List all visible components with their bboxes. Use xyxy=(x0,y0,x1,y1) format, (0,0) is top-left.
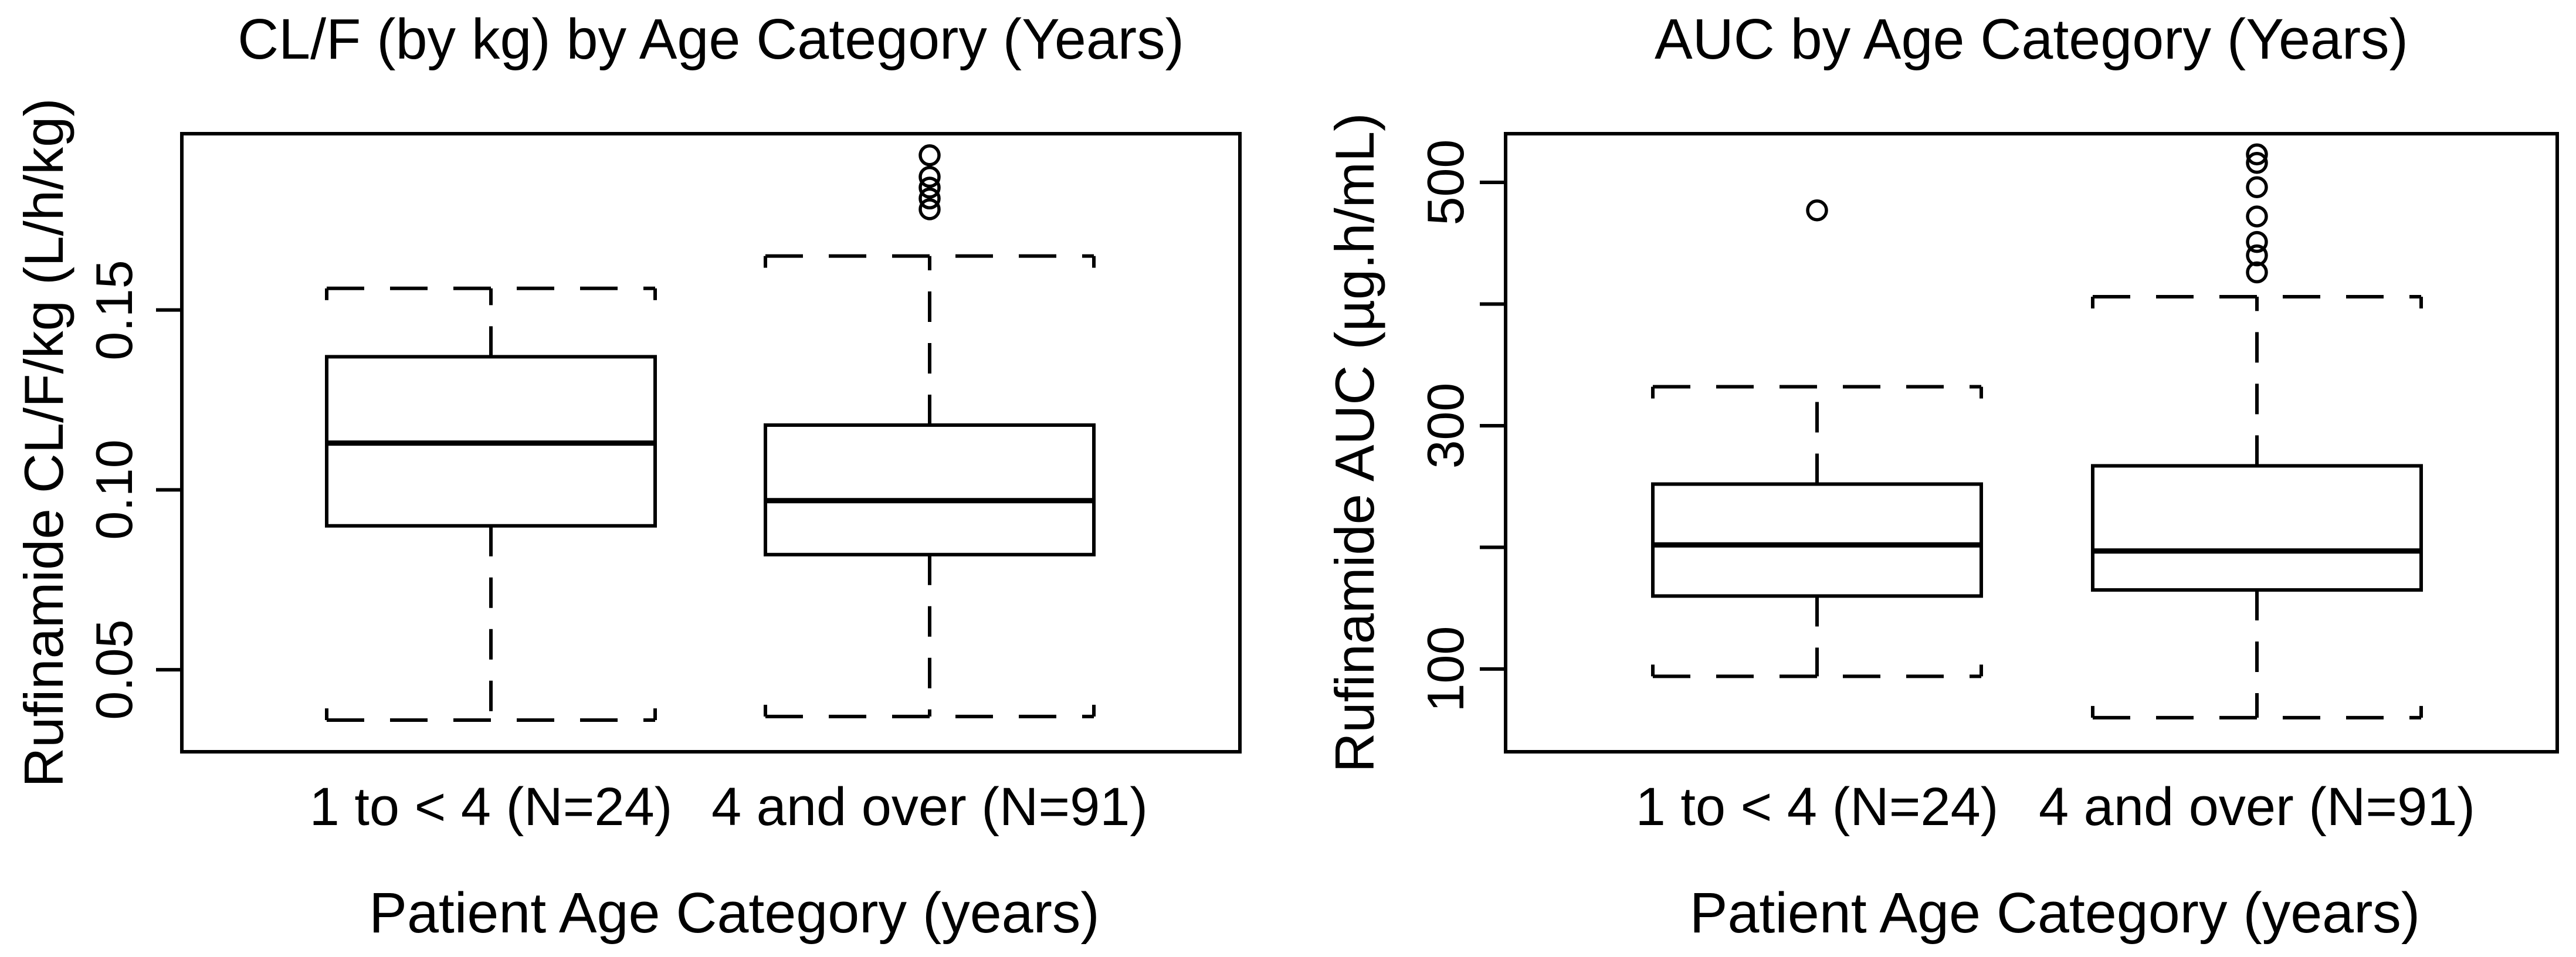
outlier-point xyxy=(2246,261,2268,284)
auc-plot-frame xyxy=(1504,132,2559,754)
outlier-point xyxy=(918,198,941,220)
outlier-point xyxy=(2246,176,2268,199)
outlier-point xyxy=(1806,199,1828,222)
auc-box-2 xyxy=(2091,143,2423,720)
clf-box-2 xyxy=(764,144,1096,718)
outlier-point xyxy=(918,144,941,167)
clf-plot-frame xyxy=(180,132,1242,754)
iqr-box xyxy=(2091,464,2423,592)
auc-category-label-2: 4 and over (N=91) xyxy=(2038,777,2476,837)
outlier-point xyxy=(918,187,941,210)
auc-ytick-label: 500 xyxy=(1416,139,1475,226)
auc-plot xyxy=(1480,132,2559,754)
auc-ytick-label: 300 xyxy=(1416,382,1475,469)
clf-chart-title: CL/F (by kg) by Age Category (Years) xyxy=(238,7,1184,71)
clf-plot xyxy=(156,132,1242,754)
outlier-point xyxy=(918,177,941,199)
outlier-point xyxy=(2246,143,2268,166)
auc-ytick-label: 100 xyxy=(1416,626,1475,712)
clf-y-axis-title: Rufinamide CL/F/kg (L/h/kg) xyxy=(13,98,74,788)
outlier-point xyxy=(2246,230,2268,253)
outlier-point xyxy=(918,165,941,188)
auc-chart-title: AUC by Age Category (Years) xyxy=(1655,7,2408,71)
auc-category-label-1: 1 to < 4 (N=24) xyxy=(1635,777,1999,837)
clf-category-label-2: 4 and over (N=91) xyxy=(711,777,1148,837)
auc-box-1 xyxy=(1651,199,1983,678)
iqr-box xyxy=(1651,482,1983,598)
clf-ytick-label: 0.15 xyxy=(85,259,143,361)
outlier-point xyxy=(2246,152,2268,174)
auc-x-axis-title: Patient Age Category (years) xyxy=(1689,881,2421,945)
clf-ytick-label: 0.05 xyxy=(85,619,143,720)
outlier-point xyxy=(2246,244,2268,267)
clf-x-axis-title: Patient Age Category (years) xyxy=(369,881,1100,945)
clf-category-label-1: 1 to < 4 (N=24) xyxy=(309,777,673,837)
iqr-box xyxy=(764,423,1096,556)
clf-ytick-label: 0.10 xyxy=(85,439,143,540)
auc-y-axis-title: Rufinamide AUC (µg.h/mL) xyxy=(1324,113,1385,773)
clf-box-1 xyxy=(325,286,657,722)
outlier-point xyxy=(2246,205,2268,228)
